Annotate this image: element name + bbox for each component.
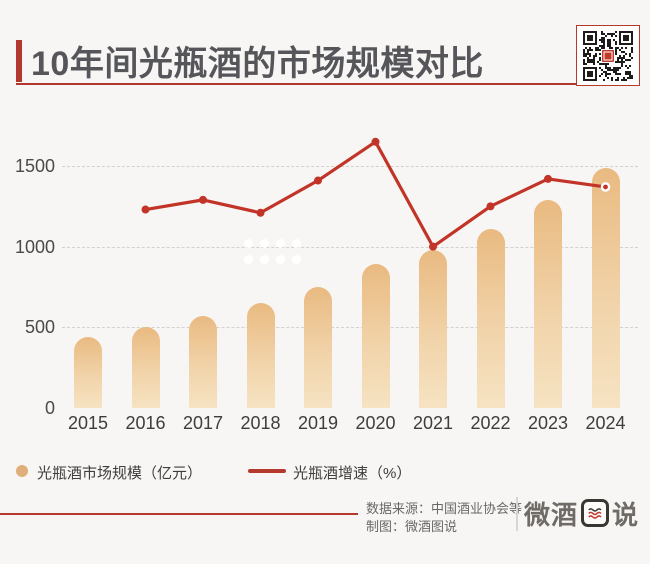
y-tick-1500: 1500 — [14, 156, 55, 176]
watermark-dot — [276, 255, 285, 264]
logo-text-right: 说 — [612, 499, 640, 530]
gridline-1500 — [62, 166, 638, 167]
bar-2022 — [476, 228, 505, 408]
logo-seal-icon — [581, 499, 610, 527]
footer-accent-line — [0, 513, 358, 515]
qr-code — [576, 25, 640, 86]
x-tick-2019: 2019 — [297, 413, 339, 433]
bar-2016 — [131, 327, 160, 408]
watermark-dot — [292, 255, 301, 264]
x-tick-2017: 2017 — [182, 413, 224, 433]
legend-bar-swatch — [16, 465, 28, 477]
x-tick-2018: 2018 — [240, 413, 281, 433]
legend-bar-label: 光瓶酒市场规模（亿元） — [37, 465, 203, 482]
x-tick-2023: 2023 — [527, 413, 569, 433]
credit-text: 制图：微酒图说 — [366, 519, 458, 534]
bar-2017 — [189, 316, 217, 408]
watermark-dot — [244, 255, 253, 264]
x-tick-2024: 2024 — [585, 413, 626, 433]
chart-plot-area: 0 500 1000 1500 2015 2016 2017 2018 2019 2020 2021… — [14, 156, 638, 433]
footer-divider — [516, 497, 518, 531]
title-underline — [16, 83, 576, 85]
x-tick-2022: 2022 — [470, 413, 511, 433]
x-tick-2020: 2020 — [355, 413, 396, 433]
bar-2020 — [361, 264, 390, 408]
watermark-dot — [260, 239, 269, 248]
logo-waves-icon — [588, 508, 602, 519]
y-tick-0: 0 — [44, 398, 55, 418]
qr-code-pattern — [583, 30, 633, 81]
page-title: 10年间光瓶酒的市场规模对比 — [31, 45, 484, 83]
bar-2021 — [419, 249, 447, 408]
watermark-dot — [292, 239, 301, 248]
y-tick-500: 500 — [24, 317, 55, 338]
data-source-text: 数据来源：中国酒业协会等 — [366, 501, 523, 516]
bar-2019 — [304, 287, 332, 408]
watermark-dot — [260, 255, 269, 264]
logo-text-left: 微酒 — [524, 499, 579, 530]
bar-2024 — [591, 167, 620, 408]
publisher-logo: 微酒 说 — [524, 497, 640, 530]
gridline-500 — [62, 327, 638, 329]
x-tick-2015: 2015 — [67, 413, 109, 433]
watermark-dot — [244, 239, 253, 248]
watermark-dot — [276, 239, 285, 248]
bar-2018 — [246, 303, 275, 408]
y-tick-1000: 1000 — [14, 236, 55, 257]
x-tick-2016: 2016 — [125, 413, 166, 433]
bar-2023 — [534, 199, 562, 408]
title-accent-bar — [16, 40, 22, 82]
x-tick-2021: 2021 — [412, 413, 454, 433]
legend-line-label: 光瓶酒增速（%） — [293, 465, 412, 482]
bar-2015 — [74, 337, 102, 408]
legend-line-swatch — [248, 469, 286, 473]
